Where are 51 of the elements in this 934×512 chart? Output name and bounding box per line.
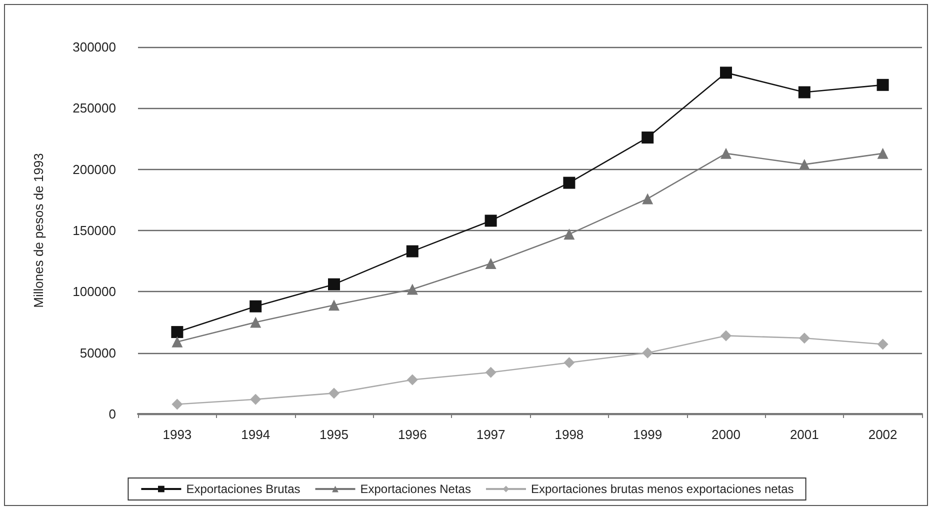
point bbox=[328, 278, 340, 290]
legend-label: Exportaciones Brutas bbox=[186, 482, 300, 496]
y-tick-label: 250000 bbox=[72, 100, 116, 116]
point bbox=[250, 300, 262, 312]
point bbox=[563, 176, 576, 189]
point bbox=[798, 86, 810, 98]
point bbox=[877, 338, 888, 350]
point bbox=[485, 258, 496, 270]
x-tick-label: 1997 bbox=[476, 427, 506, 442]
y-tick-label: 50000 bbox=[80, 345, 116, 360]
point bbox=[328, 300, 340, 311]
legend-label: Exportaciones brutas menos exportaciones netas bbox=[530, 482, 794, 496]
point bbox=[720, 148, 732, 159]
point bbox=[564, 228, 575, 240]
x-tick-label: 2000 bbox=[712, 427, 740, 442]
point bbox=[642, 347, 654, 358]
y-tick-label: 100000 bbox=[72, 284, 116, 300]
point bbox=[720, 66, 732, 79]
point bbox=[720, 330, 732, 342]
y-axis-title: Millones de pesos de 1993 bbox=[31, 153, 46, 308]
point bbox=[484, 214, 497, 227]
y-tick-label: 200000 bbox=[72, 162, 116, 177]
y-tick-label: 300000 bbox=[72, 40, 116, 54]
x-tick-label: 2002 bbox=[868, 427, 898, 442]
point bbox=[798, 332, 810, 344]
point bbox=[798, 158, 810, 170]
x-tick-label: 2001 bbox=[790, 427, 819, 442]
point bbox=[172, 336, 183, 348]
x-tick-label: 1996 bbox=[398, 427, 427, 442]
x-tick-label: 1999 bbox=[633, 427, 662, 442]
point bbox=[406, 245, 418, 258]
point bbox=[564, 357, 575, 368]
y-tick-label: 150000 bbox=[72, 223, 116, 238]
point bbox=[171, 326, 184, 338]
x-tick-label: 1998 bbox=[554, 427, 584, 442]
point bbox=[406, 284, 418, 295]
point bbox=[876, 78, 889, 91]
point bbox=[250, 316, 262, 328]
point bbox=[642, 132, 654, 144]
point bbox=[485, 366, 496, 378]
point bbox=[250, 394, 262, 405]
x-tick-label: 1993 bbox=[162, 427, 192, 442]
point bbox=[406, 374, 418, 386]
x-tick-label: 1994 bbox=[241, 427, 270, 442]
legend-label: Exportaciones Netas bbox=[360, 482, 471, 496]
point bbox=[642, 193, 654, 204]
point bbox=[328, 388, 340, 399]
y-tick-label: 0 bbox=[108, 406, 116, 422]
x-tick-label: 1995 bbox=[320, 427, 348, 442]
point bbox=[877, 148, 888, 159]
point bbox=[172, 398, 183, 410]
